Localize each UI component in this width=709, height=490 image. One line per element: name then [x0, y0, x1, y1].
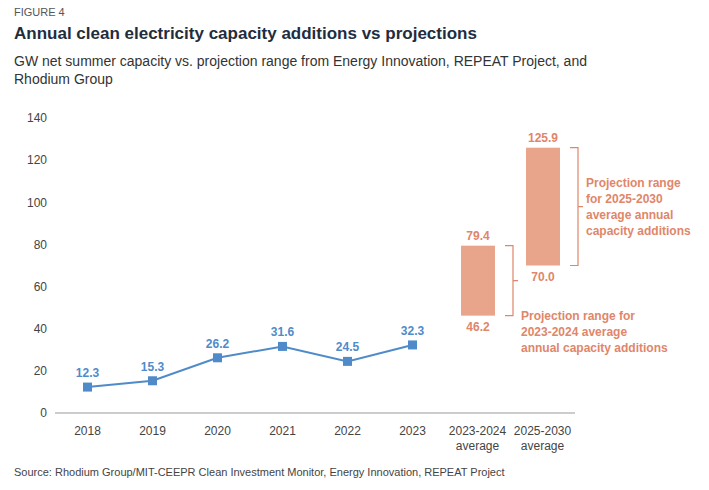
- svg-text:0: 0: [40, 406, 47, 420]
- svg-text:Projection range for: Projection range for: [521, 309, 635, 323]
- html-text:FIGURE 4: FIGURE 4: [14, 6, 65, 18]
- svg-text:20: 20: [34, 364, 48, 378]
- svg-text:80: 80: [34, 238, 48, 252]
- svg-text:24.5: 24.5: [336, 340, 360, 354]
- html-text:GW net summer capacity vs. pro: GW net summer capacity vs. projection ra…: [14, 53, 587, 87]
- svg-text:60: 60: [34, 280, 48, 294]
- svg-text:125.9: 125.9: [528, 131, 558, 145]
- svg-text:Projection range: Projection range: [586, 176, 681, 190]
- svg-text:for 2025-2030: for 2025-2030: [586, 192, 663, 206]
- svg-text:32.3: 32.3: [401, 324, 425, 338]
- svg-text:2020: 2020: [204, 424, 231, 438]
- svg-text:2018: 2018: [74, 424, 101, 438]
- svg-text:average: average: [456, 439, 500, 453]
- svg-text:average: average: [521, 439, 565, 453]
- svg-text:capacity additions: capacity additions: [586, 224, 691, 238]
- svg-text:2021: 2021: [269, 424, 296, 438]
- svg-text:26.2: 26.2: [206, 337, 230, 351]
- svg-text:2019: 2019: [139, 424, 166, 438]
- html-text:Annual clean electricity capac: Annual clean electricity capacity additi…: [14, 24, 477, 43]
- svg-text:2023-2024: 2023-2024: [449, 424, 507, 438]
- svg-text:15.3: 15.3: [141, 360, 165, 374]
- svg-text:40: 40: [34, 322, 48, 336]
- svg-text:100: 100: [27, 196, 47, 210]
- svg-text:average annual: average annual: [586, 208, 673, 222]
- html-text:Source: Rhodium Group/MIT-CEEP: Source: Rhodium Group/MIT-CEEPR Clean In…: [14, 466, 505, 478]
- svg-text:2023: 2023: [399, 424, 426, 438]
- svg-text:2022: 2022: [334, 424, 361, 438]
- svg-text:annual capacity additions: annual capacity additions: [521, 341, 668, 355]
- svg-text:70.0: 70.0: [531, 270, 555, 284]
- svg-text:120: 120: [27, 153, 47, 167]
- svg-text:31.6: 31.6: [271, 325, 295, 339]
- svg-text:46.2: 46.2: [466, 320, 490, 334]
- svg-text:79.4: 79.4: [466, 229, 490, 243]
- svg-text:12.3: 12.3: [76, 366, 100, 380]
- svg-text:140: 140: [27, 111, 47, 125]
- svg-text:2025-2030: 2025-2030: [514, 424, 572, 438]
- svg-text:2023-2024 average: 2023-2024 average: [521, 325, 627, 339]
